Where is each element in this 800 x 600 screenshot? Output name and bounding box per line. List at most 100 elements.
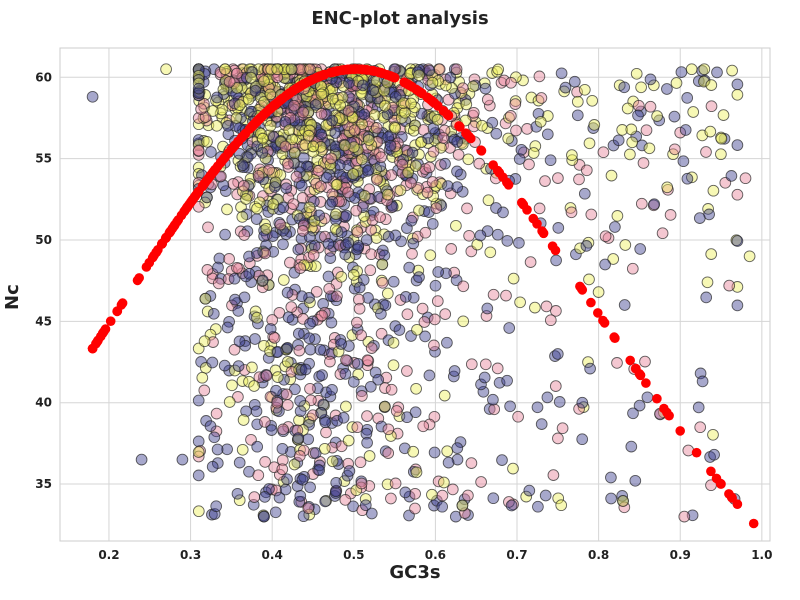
gene-point [350,204,363,217]
gene-point [487,393,499,406]
gene-point [463,229,475,242]
gene-point [731,188,744,201]
gene-point [281,342,294,354]
gene-point [701,276,714,289]
gene-point [632,99,645,112]
gene-point [421,186,434,199]
gene-point [576,396,589,409]
gene-point [605,471,617,484]
gene-point [217,83,230,96]
gene-point [342,236,355,249]
x-tick-label: 0.2 [98,548,119,562]
gene-point [685,63,698,76]
gene-point [238,364,251,376]
gene-point [605,169,618,182]
gene-point [715,132,728,145]
gene-point [451,136,464,148]
gene-point [192,82,205,95]
gene-point [233,494,246,507]
expected-curve-point [401,78,411,89]
gene-point [226,379,238,392]
gene-point [352,75,364,88]
gene-point [277,423,289,436]
expected-curve-point [282,90,292,100]
gene-point [329,127,342,139]
gene-point [444,71,457,84]
gene-point [252,317,264,330]
gene-point [283,124,296,136]
gene-point [270,384,282,397]
gene-point [211,91,223,104]
gene-point [192,74,205,86]
gene-point [367,84,379,97]
gene-point [315,88,328,101]
gene-point [249,333,261,345]
gene-point [269,364,282,377]
gene-point [618,299,631,311]
gene-point [717,109,730,121]
gene-point [135,453,148,466]
gene-point [347,168,359,180]
gene-point [605,492,617,505]
gene-point [435,178,448,190]
gene-point [705,79,718,91]
expected-curve-point [367,65,377,76]
gene-point [302,129,315,142]
expected-curve-point [641,378,651,388]
gene-point [374,211,386,223]
gridlines [60,48,770,541]
gene-point [280,182,293,195]
gene-point [326,114,339,127]
gene-point [559,81,572,94]
expected-curve-point [625,355,635,366]
gene-point [269,506,282,519]
y-tick-label: 35 [35,477,52,491]
gene-point [410,382,422,395]
gene-point [348,124,361,137]
gene-point [571,95,584,108]
gene-point [441,336,453,349]
gene-point [340,171,352,184]
gene-point [705,248,718,260]
gene-point [210,500,223,513]
gene-point [284,256,296,269]
gene-point [428,313,441,326]
gene-point [533,202,546,215]
gene-point [531,401,544,414]
expected-curve-point [586,297,596,308]
gene-point [399,106,411,119]
gene-point [210,407,223,420]
gene-point [582,356,594,368]
gene-point [338,139,351,152]
gene-point [253,371,266,384]
gene-point [302,433,315,446]
gene-point [340,209,353,222]
expected-curve-point [748,518,759,529]
gene-point [259,247,272,260]
gene-point [459,94,472,106]
gene-point [423,206,435,218]
gene-point [236,159,249,172]
gene-point [488,403,501,416]
gene-point [681,92,694,104]
gene-point [340,400,352,413]
gene-point [435,141,447,154]
gene-point [723,279,736,292]
gene-point [251,247,263,259]
expected-curve-point [528,213,539,224]
gene-point [256,146,269,159]
gene-point [365,224,377,236]
gene-point [205,146,217,158]
gene-point [707,428,719,441]
expected-curve-point [354,64,365,74]
gene-point [462,489,474,502]
gene-point [618,81,631,94]
expected-curve-point [105,316,116,327]
gene-point [277,238,289,251]
gene-point [313,464,326,477]
gene-point [260,369,272,381]
gene-point [342,457,354,470]
gene-point [342,434,355,447]
gene-point [410,466,423,479]
gene-point [337,411,350,424]
